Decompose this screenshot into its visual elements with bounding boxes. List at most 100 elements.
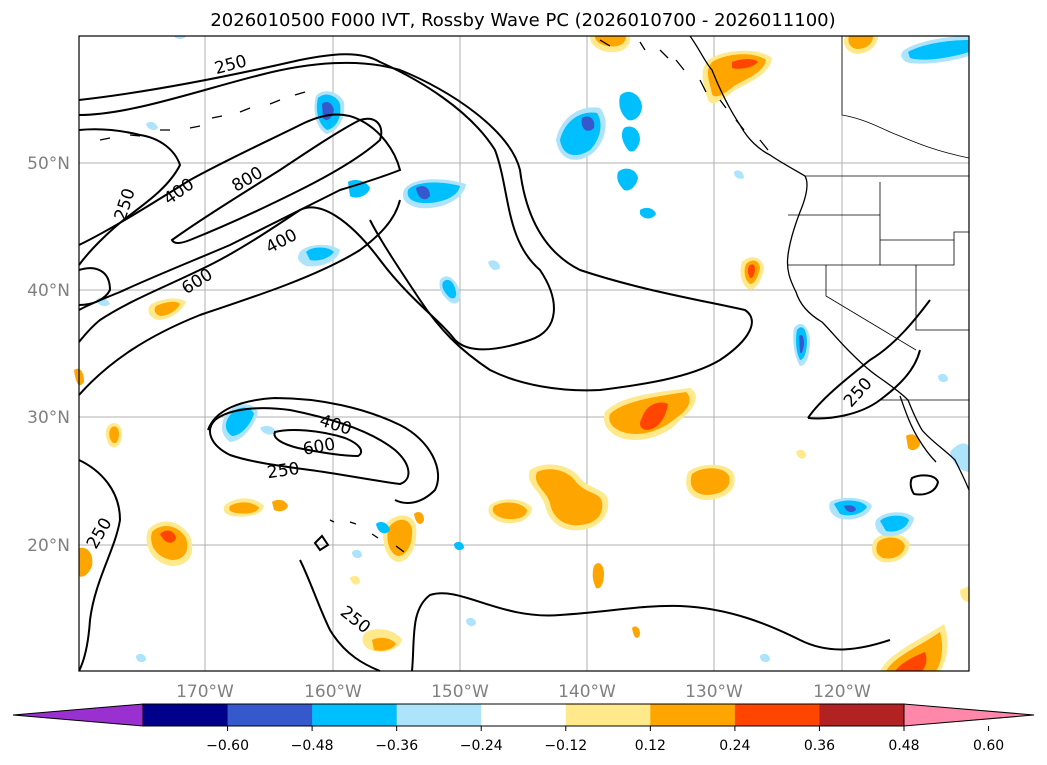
anomaly-neg-light — [352, 549, 362, 559]
lon-label: 160°W — [304, 682, 362, 702]
anomaly-neg-light — [260, 425, 276, 435]
province-border — [841, 36, 970, 159]
anomaly-neg-mid — [619, 91, 642, 121]
anomaly-pos-mid — [632, 626, 640, 638]
colorbar-segment — [227, 704, 313, 726]
contour-400-central — [209, 407, 410, 486]
anomaly-neg-strong — [844, 505, 856, 513]
colorbar-tick-label: −0.36 — [375, 738, 418, 754]
anomaly-neg-mid — [454, 541, 464, 551]
anomaly-neg-mid — [306, 247, 334, 261]
contour-label: 250 — [266, 459, 301, 483]
anomaly-pos-mid — [592, 563, 604, 589]
anomaly-neg-mid — [225, 407, 254, 436]
anomaly-pos-mid — [229, 502, 259, 514]
colorbar-segment — [312, 704, 398, 726]
lat-label: 40°N — [27, 281, 70, 301]
anomaly-neg-light — [466, 617, 476, 627]
anomaly-neg-mid — [908, 40, 969, 60]
anomaly-pos-strong — [640, 402, 668, 430]
colorbar-extend-left — [12, 703, 144, 727]
anomaly-neg-mid — [348, 180, 370, 198]
figure-title: 2026010500 F000 IVT, Rossby Wave PC (202… — [210, 10, 835, 31]
colorbar-tick-label: −0.48 — [291, 738, 334, 754]
anomaly-pos-strong — [895, 652, 927, 671]
ivt-contours — [78, 53, 940, 672]
lat-label: 50°N — [27, 154, 70, 174]
colorbar-tick-label: 0.36 — [804, 738, 835, 754]
colorbar-segments — [143, 704, 905, 726]
contour-small-diamond — [313, 534, 330, 552]
colorbar-tick-label: −0.12 — [544, 738, 587, 754]
colorbar-segment — [396, 704, 482, 726]
state-borders-mountain — [880, 231, 969, 266]
anomaly-neg-strong — [799, 334, 804, 354]
anomaly-pos-mid — [272, 499, 288, 512]
hawaiian-islands — [329, 519, 405, 553]
lon-label: 140°W — [558, 682, 616, 702]
colorbar: −0.60 −0.48 −0.36 −0.24 −0.12 0.12 0.24 0.36 0.4… — [12, 703, 1035, 754]
anomaly-neg-mid — [621, 126, 640, 152]
west-coast-north-america — [689, 35, 970, 491]
anomaly-pos-mid — [372, 637, 396, 651]
colorbar-tick-label: 0.24 — [719, 738, 750, 754]
contour-250-west — [78, 128, 182, 266]
lon-label: 130°W — [685, 682, 743, 702]
contour-250-sw — [78, 459, 122, 672]
anomaly-pos-mid — [79, 547, 93, 577]
anomaly-pos-mid — [535, 469, 603, 526]
lat-label: 30°N — [27, 408, 70, 428]
anomaly-pos-mid — [414, 512, 424, 524]
coastlines — [99, 35, 970, 553]
longitude-labels: 170°W 160°W 150°W 140°W 130°W 120°W — [176, 682, 871, 702]
negative-anomalies — [96, 36, 969, 663]
anomaly-pos-mid — [886, 632, 943, 671]
anomaly-neg-light — [174, 36, 186, 39]
anomaly-pos-mid — [151, 526, 188, 560]
contour-600 — [78, 199, 401, 396]
colorbar-segment — [565, 704, 651, 726]
colorbar-tick-label: 0.48 — [888, 738, 919, 754]
colorbar-segment — [650, 704, 736, 726]
lon-label: 170°W — [176, 682, 234, 702]
lon-label: 120°W — [813, 682, 871, 702]
anomaly-neg-strong — [581, 116, 595, 131]
anomaly-pos-mid — [595, 36, 626, 47]
anomaly-pos-mid — [848, 36, 873, 49]
anomaly-neg-light — [488, 260, 500, 270]
state-borders-sw — [825, 265, 969, 351]
colorbar-segment — [734, 704, 820, 726]
colorbar-tick-label: 0.60 — [973, 738, 1004, 754]
map-frame — [78, 35, 970, 672]
lat-label: 20°N — [27, 536, 70, 556]
colorbar-segment — [819, 704, 905, 726]
anomaly-neg-light — [734, 170, 744, 179]
colorbar-extend-right — [903, 703, 1035, 727]
colorbar-tick-label: −0.24 — [460, 738, 503, 754]
anomaly-pos-mid — [906, 434, 920, 451]
anomaly-neg-strong — [416, 186, 430, 200]
colorbar-ticks: −0.60 −0.48 −0.36 −0.24 −0.12 0.12 0.24 0.36 0.4… — [206, 726, 1004, 754]
anomaly-neg-light — [760, 653, 770, 663]
anomaly-neg-light — [950, 443, 969, 472]
contour-250-central — [207, 396, 440, 504]
anomaly-pos-mid — [387, 519, 413, 556]
anomaly-pos-light — [350, 575, 360, 585]
positive-anomalies — [74, 36, 969, 671]
anomaly-neg-mid — [442, 279, 457, 299]
colorbar-tick-label: −0.60 — [206, 738, 249, 754]
anomaly-neg-light — [146, 121, 158, 131]
contour-250-south-east — [411, 592, 891, 672]
contour-800 — [170, 117, 383, 244]
anomaly-pos-strong — [160, 530, 176, 543]
contour-250-east — [807, 299, 931, 419]
latitude-labels: 50°N 40°N 30°N 20°N — [27, 154, 70, 556]
contour-west-edge — [78, 267, 112, 306]
colorbar-tick-label: 0.12 — [635, 738, 666, 754]
land-patch — [954, 228, 969, 276]
colorbar-segment — [143, 704, 229, 726]
contour-small-ring — [909, 474, 940, 496]
anomaly-pos-strong — [747, 264, 755, 279]
alaska-panhandle-islands — [599, 39, 769, 151]
anomaly-pos-mid — [154, 301, 180, 316]
